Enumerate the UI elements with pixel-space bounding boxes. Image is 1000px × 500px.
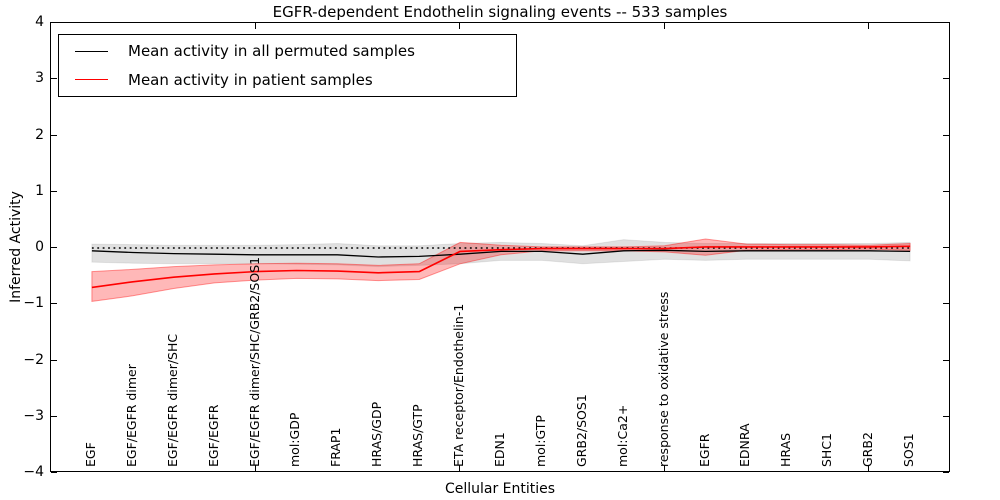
- tick-mark: [943, 22, 949, 23]
- x-category-label: EDN1: [492, 432, 507, 467]
- tick-mark: [943, 415, 949, 417]
- tick-mark: [254, 23, 256, 29]
- y-tick-label: −1: [23, 295, 44, 312]
- y-tick-label: 4: [35, 14, 44, 30]
- chart-canvas: [91, 238, 911, 302]
- tick-mark: [51, 190, 57, 192]
- tick-mark: [51, 303, 57, 305]
- y-tick-label: −2: [23, 351, 44, 368]
- x-category-label: SOS1: [901, 433, 917, 467]
- y-tick-label: −4: [23, 464, 44, 480]
- tick-mark: [943, 78, 949, 80]
- tick-mark: [943, 190, 949, 192]
- x-category-label: EGF/EGFR dimer: [123, 364, 139, 467]
- chart-title: EGFR-dependent Endothelin signaling even…: [272, 3, 728, 21]
- x-category-label: FRAP1: [328, 427, 344, 467]
- tick-mark: [51, 359, 57, 361]
- x-category-label: EGFR: [696, 433, 712, 467]
- mean-line-patient: [91, 245, 911, 289]
- tick-mark: [459, 465, 461, 471]
- x-category-label: response to oxidative stress: [655, 291, 671, 467]
- x-category-label: EDNRA: [737, 423, 753, 467]
- x-category-label: HRAS: [778, 432, 794, 467]
- tick-mark: [868, 23, 870, 29]
- x-category-label: EGF/EGFR: [205, 404, 221, 467]
- tick-mark: [663, 23, 665, 29]
- tick-mark: [51, 134, 57, 136]
- plot-area: [50, 22, 950, 472]
- legend-line-swatch: [75, 79, 108, 81]
- tick-mark: [663, 465, 665, 471]
- x-category-label: mol:GTP: [532, 415, 548, 467]
- x-category-label: GRB2: [860, 432, 876, 467]
- y-tick-label: −3: [23, 407, 44, 424]
- tick-mark: [51, 22, 57, 23]
- x-category-label: ETA receptor/Endothelin-1: [451, 303, 467, 467]
- tick-mark: [943, 247, 949, 248]
- legend-item: Mean activity in all permuted samples: [59, 37, 516, 65]
- x-category-label: EGF/EGFR dimer/SHC/GRB2/SOS1: [246, 256, 262, 467]
- legend-line-swatch: [75, 50, 108, 52]
- y-tick-label: 3: [35, 70, 44, 87]
- x-category-label: EGF: [82, 442, 98, 467]
- legend-label: Mean activity in all permuted samples: [128, 42, 415, 61]
- mean-line-permuted: [91, 249, 911, 258]
- x-category-label: HRAS/GDP: [369, 401, 385, 467]
- legend: Mean activity in all permuted samples Mea…: [58, 34, 517, 97]
- legend-item: Mean activity in patient samples: [59, 66, 516, 94]
- y-tick-label: 1: [35, 182, 44, 199]
- legend-label: Mean activity in patient samples: [128, 70, 373, 89]
- x-category-label: SHC1: [819, 432, 835, 467]
- tick-mark: [943, 134, 949, 136]
- tick-mark: [51, 472, 57, 473]
- tick-mark: [254, 465, 256, 471]
- x-category-label: HRAS/GTP: [410, 404, 426, 467]
- tick-mark: [943, 359, 949, 361]
- confidence-band-patient: [91, 238, 911, 302]
- tick-mark: [943, 472, 949, 473]
- tick-mark: [51, 415, 57, 417]
- tick-mark: [868, 465, 870, 471]
- x-category-label: mol:GDP: [287, 412, 303, 467]
- x-axis-label: Cellular Entities: [444, 481, 556, 497]
- tick-mark: [459, 23, 461, 29]
- x-category-label: GRB2/SOS1: [573, 394, 589, 467]
- tick-mark: [943, 303, 949, 305]
- tick-mark: [51, 78, 57, 80]
- x-category-label: EGF/EGFR dimer/SHC: [164, 333, 180, 467]
- y-tick-label: 0: [35, 239, 44, 255]
- x-category-label: mol:Ca2+: [614, 404, 630, 467]
- y-tick-label: 2: [35, 126, 44, 143]
- tick-mark: [51, 247, 57, 248]
